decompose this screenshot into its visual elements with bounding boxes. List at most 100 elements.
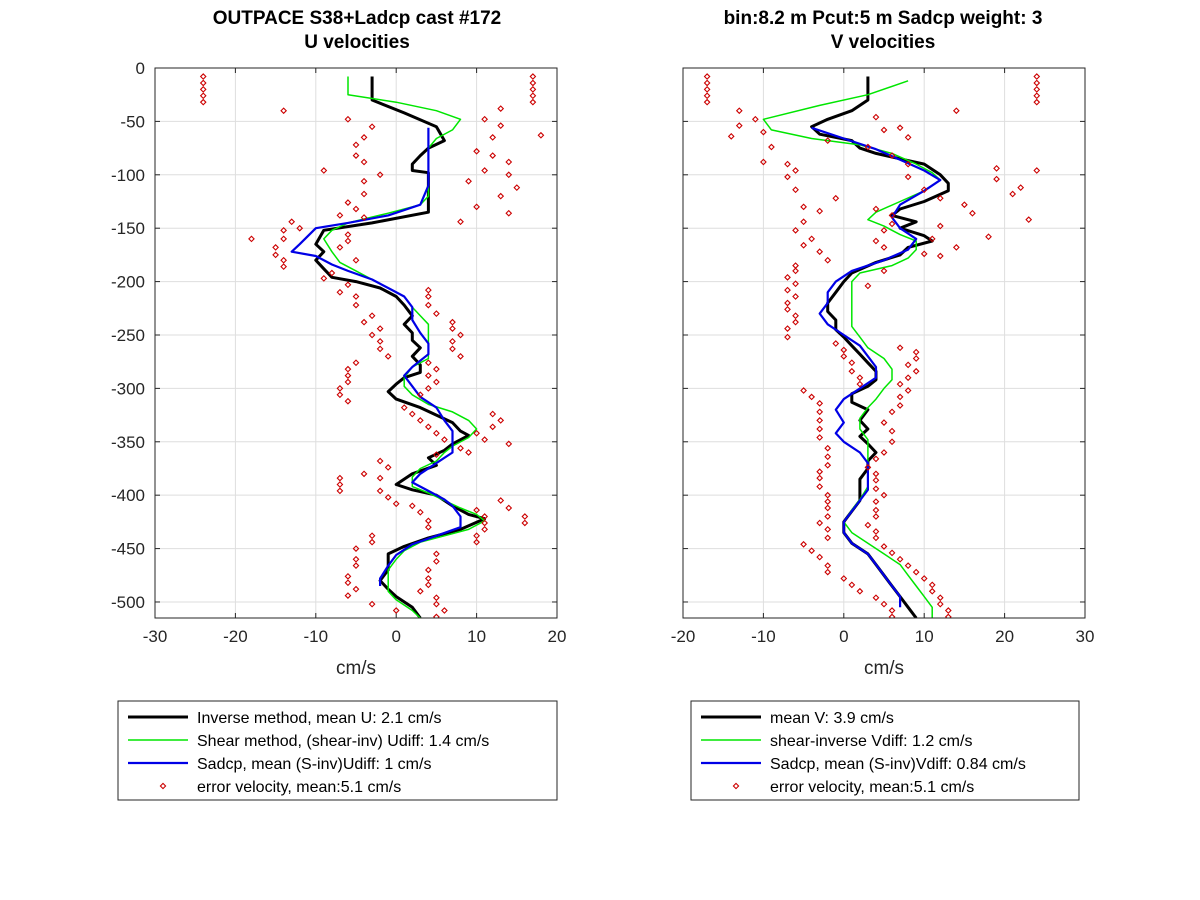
error-velocity-marker (521, 513, 529, 520)
error-velocity-marker (824, 137, 832, 144)
error-velocity-marker (880, 600, 888, 608)
error-velocity-marker (872, 476, 880, 484)
x-tick-label: 10 (915, 627, 934, 646)
error-velocity-marker (1033, 73, 1041, 80)
error-velocity-marker (880, 419, 888, 426)
x-tick-label: 30 (1076, 627, 1095, 646)
error-velocity-marker (352, 359, 360, 367)
error-velocity-marker (880, 491, 888, 499)
error-velocity-marker (360, 158, 368, 166)
x-tick-label: -10 (751, 627, 776, 646)
error-velocity-marker (792, 267, 799, 275)
error-velocity-marker (433, 451, 440, 458)
error-velocity-marker (872, 205, 880, 213)
error-velocity-marker (376, 171, 384, 179)
error-velocity-marker (824, 461, 832, 469)
error-velocity-marker (199, 85, 207, 93)
error-velocity-marker (384, 352, 392, 360)
error-velocity-marker (465, 449, 472, 456)
error-velocity-marker (328, 269, 336, 277)
error-velocity-marker (280, 235, 288, 243)
error-velocity-marker (344, 378, 352, 386)
error-velocity-marker (703, 85, 711, 93)
error-velocity-marker (735, 107, 743, 115)
error-velocity-marker (888, 427, 896, 435)
x-axis-label: cm/s (336, 658, 376, 679)
error-velocity-marker (872, 485, 880, 493)
error-velocity-marker (344, 231, 352, 238)
error-velocity-marker (376, 325, 384, 332)
error-velocity-marker (760, 128, 767, 136)
error-velocity-marker (816, 474, 824, 482)
error-velocity-marker (481, 167, 489, 174)
error-velocity-marker (888, 438, 896, 446)
error-velocity-marker (912, 367, 920, 375)
error-velocity-marker (529, 92, 537, 100)
error-velocity-marker (424, 359, 432, 367)
error-velocity-marker (928, 581, 936, 589)
error-velocity-marker (497, 497, 505, 504)
error-velocity-marker (384, 464, 392, 471)
error-velocity-marker (872, 498, 880, 505)
legend-entry: Sadcp, mean (S-inv)Vdiff: 0.84 cm/s (770, 756, 1026, 773)
error-velocity-marker (880, 244, 888, 251)
error-velocity-marker (352, 545, 360, 552)
legend-entry: shear-inverse Vdiff: 1.2 cm/s (770, 733, 972, 750)
error-velocity-marker (864, 282, 872, 290)
error-velocity-marker (888, 408, 896, 416)
error-velocity-marker (1033, 79, 1041, 87)
error-velocity-marker (433, 365, 440, 373)
error-velocity-marker (1009, 190, 1017, 198)
error-velocity-marker (816, 468, 824, 476)
error-velocity-marker (352, 256, 360, 264)
error-velocity-marker (703, 92, 711, 100)
y-tick-label: -500 (111, 593, 145, 612)
chart-title-line: bin:8.2 m Pcut:5 m Sadcp weight: 3 (724, 8, 1043, 29)
error-velocity-marker (360, 470, 368, 478)
error-velocity-marker (368, 331, 376, 339)
error-velocity-marker (505, 158, 513, 166)
error-velocity-marker (288, 218, 296, 226)
error-velocity-marker (816, 408, 824, 416)
error-velocity-marker (872, 528, 880, 535)
error-velocity-marker (1025, 216, 1033, 224)
error-velocity-marker (336, 474, 344, 482)
error-velocity-marker (800, 387, 807, 394)
error-velocity-marker (473, 532, 480, 540)
error-velocity-marker (449, 325, 456, 332)
error-velocity-marker (751, 115, 759, 123)
error-velocity-marker (344, 237, 352, 245)
error-velocity-marker (952, 244, 960, 251)
x-tick-label: -20 (223, 627, 248, 646)
error-velocity-marker (912, 568, 920, 576)
error-velocity-marker (896, 344, 904, 352)
error-velocity-marker (489, 410, 497, 418)
legend-entry: error velocity, mean:5.1 cm/s (197, 779, 401, 796)
error-velocity-marker (872, 237, 880, 245)
legend-box (117, 700, 558, 801)
error-velocity-marker (384, 493, 392, 501)
error-velocity-marker (936, 194, 944, 202)
error-velocity-marker (824, 498, 832, 505)
error-velocity-marker (727, 132, 735, 140)
error-velocity-marker (424, 566, 432, 574)
y-tick-label: -150 (111, 219, 145, 238)
error-velocity-marker (856, 374, 864, 382)
error-velocity-marker (352, 562, 360, 570)
error-velocity-marker (864, 464, 872, 471)
error-velocity-marker (904, 374, 912, 382)
error-velocity-marker (808, 547, 816, 555)
error-velocity-marker (320, 275, 328, 282)
y-tick-label: -100 (111, 166, 145, 185)
x-tick-label: 0 (391, 627, 400, 646)
error-velocity-marker (344, 372, 352, 379)
error-velocity-marker (416, 587, 424, 595)
error-velocity-marker (344, 199, 352, 206)
error-velocity-marker (280, 226, 288, 234)
v-velocity-legend: mean V: 3.9 cm/s shear-inverse Vdiff: 1.2… (690, 700, 1080, 801)
error-velocity-marker (784, 273, 791, 281)
error-velocity-marker (336, 391, 344, 399)
series-group (703, 73, 1041, 618)
error-velocity-marker (352, 141, 360, 149)
